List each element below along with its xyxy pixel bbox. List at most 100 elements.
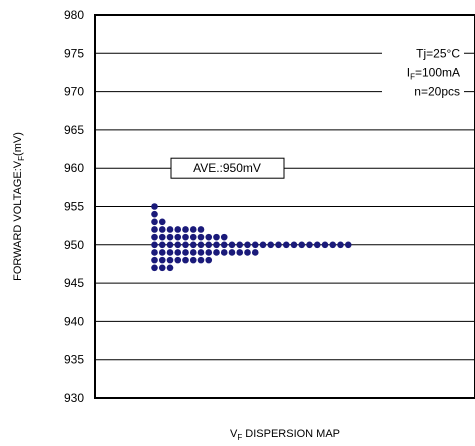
- data-point: [182, 226, 189, 233]
- data-point: [189, 249, 197, 256]
- data-point: [213, 241, 220, 249]
- data-point: [166, 226, 174, 233]
- data-point: [275, 241, 282, 249]
- data-point: [220, 249, 228, 256]
- data-point: [251, 249, 259, 256]
- data-point: [166, 264, 174, 272]
- data-point: [182, 233, 189, 241]
- data-point: [213, 249, 220, 256]
- y-tick-label: 935: [64, 353, 84, 367]
- data-point: [197, 256, 205, 264]
- y-tick-label: 965: [64, 123, 84, 137]
- data-point: [158, 226, 166, 233]
- data-point: [151, 218, 158, 226]
- y-tick-label: 960: [64, 161, 84, 175]
- data-point: [236, 249, 244, 256]
- data-point: [151, 249, 158, 256]
- y-axis-title-tail: (mV): [12, 132, 24, 156]
- condition-current-sub: F: [410, 72, 415, 81]
- data-point: [151, 264, 158, 272]
- data-point: [189, 233, 197, 241]
- data-point: [244, 241, 251, 249]
- condition-current-main: I: [407, 65, 410, 79]
- data-point: [197, 241, 205, 249]
- data-point: [182, 241, 189, 249]
- data-point: [205, 249, 213, 256]
- data-point: [213, 233, 220, 241]
- data-point: [189, 241, 197, 249]
- y-tick-label: 950: [64, 238, 84, 252]
- data-point: [158, 264, 166, 272]
- data-point: [236, 241, 244, 249]
- data-point: [174, 233, 182, 241]
- data-point: [267, 241, 275, 249]
- y-tick-label: 970: [64, 85, 84, 99]
- data-point: [220, 233, 228, 241]
- data-point: [166, 233, 174, 241]
- data-point: [158, 256, 166, 264]
- data-point: [205, 256, 213, 264]
- data-point: [228, 249, 236, 256]
- plot-frame: [94, 14, 475, 399]
- data-point: [151, 233, 158, 241]
- data-point: [151, 241, 158, 249]
- x-axis-title-sub: F: [237, 433, 242, 442]
- data-points: [151, 203, 352, 272]
- data-point: [166, 256, 174, 264]
- condition-sample-count: n=20pcs: [414, 85, 460, 99]
- data-point: [298, 241, 306, 249]
- y-tick-label: 980: [64, 8, 84, 22]
- data-point: [158, 249, 166, 256]
- x-axis-title-tail: DISPERSION MAP: [242, 428, 340, 440]
- data-point: [182, 256, 189, 264]
- data-point: [174, 241, 182, 249]
- y-tick-label: 955: [64, 200, 84, 214]
- average-label: AVE.:950mV: [193, 161, 261, 175]
- data-point: [189, 226, 197, 233]
- data-point: [290, 241, 298, 249]
- condition-bg: [382, 45, 464, 62]
- data-point: [205, 241, 213, 249]
- data-point: [151, 203, 158, 210]
- data-point: [282, 241, 290, 249]
- data-point: [228, 241, 236, 249]
- data-point: [166, 249, 174, 256]
- condition-bg: [382, 64, 464, 81]
- x-axis-title: VF DISPERSION MAP: [230, 428, 340, 442]
- y-axis-title-main: FORWARD VOLTAGE:V: [12, 160, 24, 281]
- data-point: [313, 241, 321, 249]
- data-point: [197, 226, 205, 233]
- data-point: [158, 241, 166, 249]
- data-point: [259, 241, 267, 249]
- y-tick-labels: 930 935 940 945 950 955 960 965 970 975 980: [64, 8, 84, 405]
- data-point: [329, 241, 337, 249]
- data-point: [306, 241, 313, 249]
- data-point: [337, 241, 344, 249]
- data-point: [174, 256, 182, 264]
- average-label-box: [170, 157, 285, 179]
- y-tick-label: 945: [64, 276, 84, 290]
- data-point: [244, 249, 251, 256]
- data-point: [205, 233, 213, 241]
- data-point: [174, 226, 182, 233]
- data-point: [151, 210, 158, 218]
- gridlines: [95, 52, 475, 361]
- condition-bg: [382, 83, 464, 100]
- data-point: [158, 218, 166, 226]
- data-point: [166, 241, 174, 249]
- average-annotation: AVE.:950mV: [170, 157, 285, 179]
- data-point: [220, 241, 228, 249]
- data-point: [197, 249, 205, 256]
- y-tick-label: 930: [64, 391, 84, 405]
- data-point: [174, 249, 182, 256]
- data-point: [158, 233, 166, 241]
- condition-temperature: Tj=25°C: [416, 46, 460, 60]
- data-point: [151, 226, 158, 233]
- data-point: [197, 233, 205, 241]
- data-point: [251, 241, 259, 249]
- y-tick-label: 940: [64, 314, 84, 328]
- data-point: [182, 249, 189, 256]
- x-axis-title-main: V: [230, 428, 238, 440]
- y-axis-title-sub: F: [17, 156, 26, 161]
